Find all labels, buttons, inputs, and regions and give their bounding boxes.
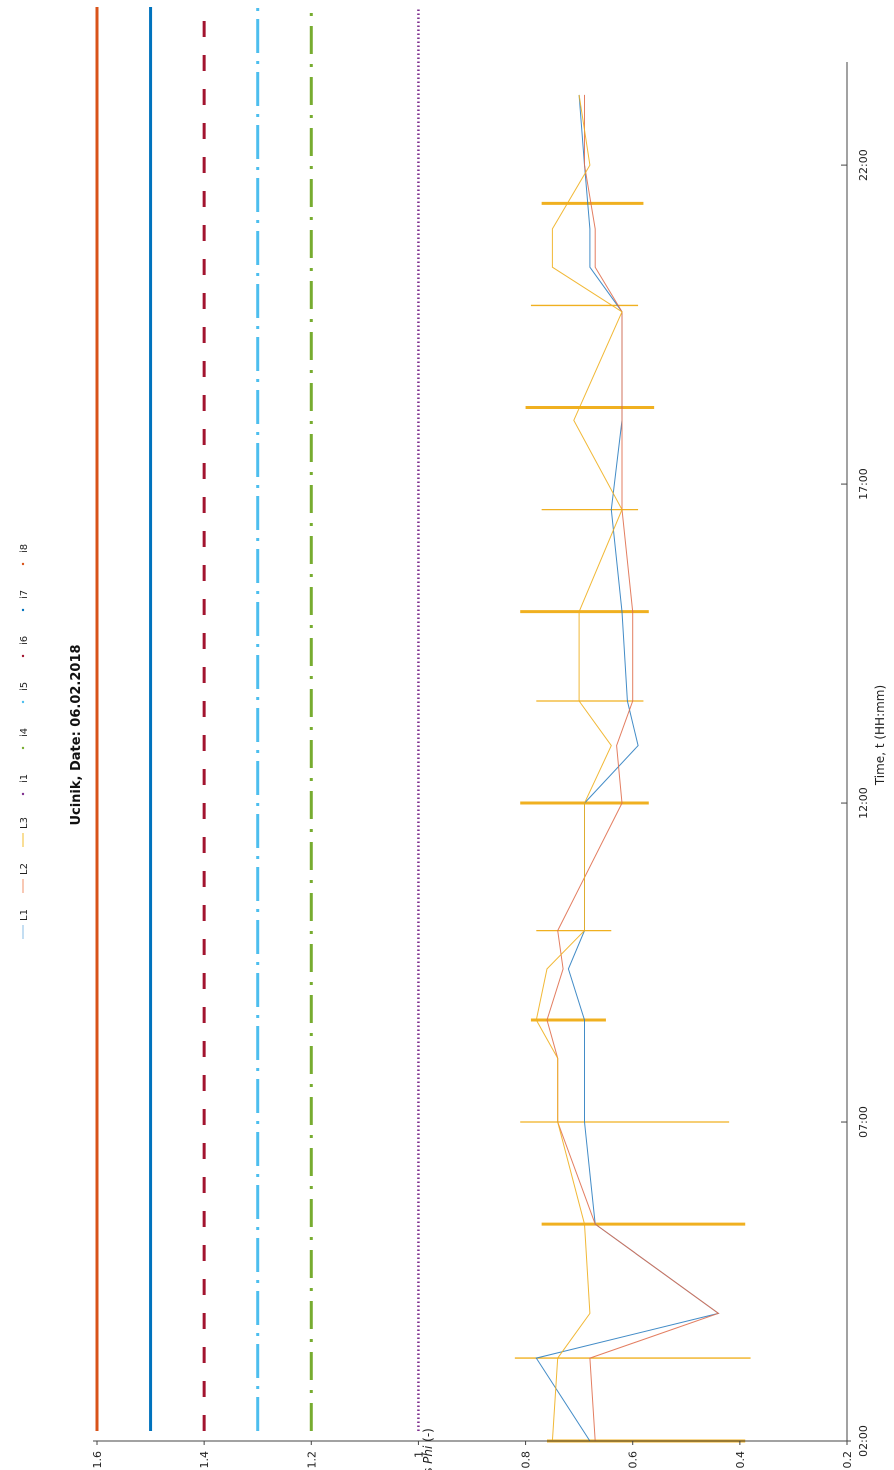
legend-label: i7 [19, 590, 30, 599]
legend-swatch [21, 746, 25, 750]
y-axis-label-prefix: cos [421, 1464, 435, 1470]
y-tick-label: 0.4 [734, 1451, 747, 1469]
x-axis: 02:00 07:00 12:00 17:00 22:00 [841, 62, 870, 1457]
spike-lines [514, 201, 751, 1443]
y-tick-label: 1 [412, 1451, 425, 1458]
y-tick-label-group: 1 [412, 1451, 425, 1458]
y-axis-label-suffix: (-) [421, 1428, 435, 1446]
y-tick-label: 1.2 [305, 1451, 318, 1469]
legend-label: L1 [19, 909, 30, 921]
x-tick-label-group: 02:00 [857, 1425, 870, 1457]
y-tick-label-group: 1.4 [198, 1451, 211, 1469]
y-tick-label-group: 0.2 [841, 1451, 854, 1469]
x-tick-label-group: 22:00 [857, 149, 870, 181]
legend-swatch [21, 792, 25, 796]
legend-label: i5 [19, 682, 30, 691]
legend-item-L3: L3 [19, 817, 30, 847]
y-axis-label: cos Phi (-) [421, 1428, 435, 1470]
x-axis-label-text: Time, t (HH:mm) [873, 685, 887, 786]
x-axis-label-group: Time, t (HH:mm) [873, 685, 887, 786]
legend-label: L2 [19, 863, 30, 875]
y-axis-label-group: cos Phi (-) [421, 1428, 435, 1470]
y-tick-label-group: 0.8 [520, 1451, 533, 1469]
legend-item-i6: i6 [19, 636, 30, 658]
x-tick-label: 22:00 [857, 149, 870, 181]
y-tick-label-group: 1.2 [305, 1451, 318, 1469]
y-tick-label-group: 1.6 [91, 1451, 104, 1469]
x-tick-label: 17:00 [857, 468, 870, 500]
legend-item-i8: i8 [19, 544, 30, 566]
series-L1 [535, 94, 720, 1442]
legend-item-L2: L2 [19, 863, 30, 893]
series-L3 [535, 94, 623, 1442]
legend-item-i1: i1 [19, 774, 30, 796]
x-tick-label: 12:00 [857, 787, 870, 819]
legend-item-i4: i4 [19, 728, 30, 750]
x-tick-label-group: 12:00 [857, 787, 870, 819]
y-tick-label: 1.4 [198, 1451, 211, 1469]
legend: L1 L2 L3 i1 i4 i5 i6 i7 i8 [19, 544, 30, 939]
indicator-series [95, 7, 420, 1431]
plot-area-outline [97, 12, 847, 1441]
y-axis-label-italic: Phi [421, 1445, 435, 1464]
legend-swatch [21, 608, 25, 612]
chart-root: 0.2 0.4 0.6 0.8 1 1.2 1.4 1.6 02:00 07:00 12:00 17… [91, 7, 870, 1469]
legend-item-i7: i7 [19, 590, 30, 612]
legend-swatch [21, 700, 25, 704]
chart-title-group: Ucinik, Date: 06.02.2018 [69, 644, 84, 825]
legend-label: i1 [19, 774, 30, 783]
y-tick-label-group: 0.4 [734, 1451, 747, 1469]
x-tick-label-group: 17:00 [857, 468, 870, 500]
y-axis: 0.2 0.4 0.6 0.8 1 1.2 1.4 1.6 [91, 1440, 854, 1469]
legend-label: L3 [19, 817, 30, 829]
y-tick-label: 1.6 [91, 1451, 104, 1469]
series-L2 [546, 94, 720, 1442]
y-tick-label: 0.2 [841, 1451, 854, 1469]
legend-item-L1: L1 [19, 909, 30, 939]
legend-swatch [21, 562, 25, 566]
x-tick-label-group: 07:00 [857, 1106, 870, 1138]
legend-item-i5: i5 [19, 682, 30, 704]
y-tick-label: 0.6 [627, 1451, 640, 1469]
measurement-series [535, 94, 720, 1442]
x-tick-label: 02:00 [857, 1425, 870, 1457]
legend-label: i6 [19, 636, 30, 645]
x-tick-label: 07:00 [857, 1106, 870, 1138]
chart-title: Ucinik, Date: 06.02.2018 [69, 644, 84, 825]
x-axis-label: Time, t (HH:mm) [873, 685, 887, 786]
legend-label: i4 [19, 728, 30, 737]
legend-label: i8 [19, 544, 30, 553]
y-tick-label: 0.8 [520, 1451, 533, 1469]
y-tick-label-group: 0.6 [627, 1451, 640, 1469]
legend-swatch [21, 654, 25, 658]
